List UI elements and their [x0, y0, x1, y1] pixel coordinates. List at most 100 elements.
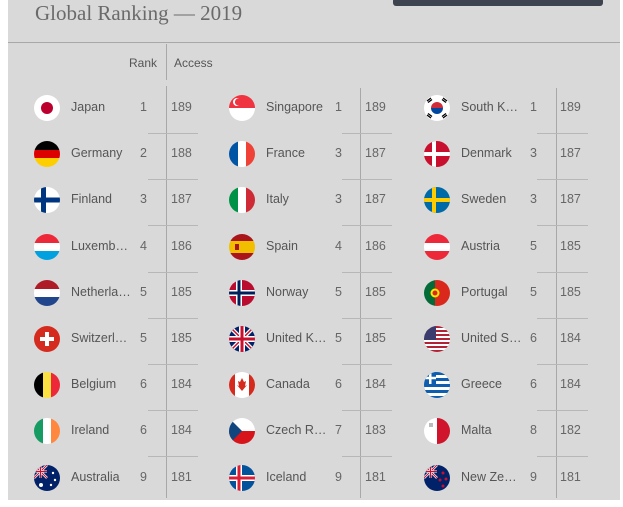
country-name: Australia: [71, 469, 120, 484]
access-value: 186: [365, 238, 386, 253]
rank-value: 5: [140, 331, 147, 345]
row-divider: [537, 410, 588, 412]
country-row[interactable]: Iceland 9 181: [229, 456, 395, 502]
ireland-flag-icon: [34, 418, 60, 445]
header-divider: [166, 44, 167, 80]
rank-value: 1: [530, 100, 537, 114]
new-zealand-flag-icon: [424, 464, 450, 491]
access-value: 184: [560, 377, 581, 392]
country-name: Germany: [71, 146, 123, 161]
access-value: 187: [560, 146, 581, 161]
country-row[interactable]: Finland 3 187: [34, 178, 201, 224]
country-row[interactable]: Luxemb… 4 186: [34, 225, 201, 271]
access-value: 185: [171, 284, 192, 299]
country-row[interactable]: Austria 5 185: [424, 225, 590, 271]
column-divider: [166, 86, 167, 498]
column-divider: [360, 88, 361, 498]
access-value: 181: [171, 469, 192, 484]
top-action-button[interactable]: [393, 0, 603, 6]
row-divider: [537, 179, 588, 181]
country-row[interactable]: Greece 6 184: [424, 363, 590, 409]
row-divider: [342, 410, 392, 412]
row-divider: [342, 317, 392, 319]
japan-flag-icon: [34, 95, 60, 121]
country-name: Switzerl…: [71, 331, 128, 345]
rank-value: 5: [140, 284, 147, 299]
germany-flag-icon: [34, 141, 60, 168]
country-row[interactable]: Singapore 1 189: [229, 86, 395, 132]
country-name: Iceland: [266, 469, 307, 484]
access-column-header: Access: [174, 56, 213, 70]
access-value: 185: [560, 284, 581, 299]
netherlands-flag-icon: [34, 279, 60, 306]
austria-flag-icon: [424, 233, 450, 260]
country-row[interactable]: Portugal 5 185: [424, 271, 590, 317]
country-name: Denmark: [461, 146, 512, 161]
country-row[interactable]: Canada 6 184: [229, 363, 395, 409]
rank-value: 7: [335, 423, 342, 438]
country-row[interactable]: Malta 8 182: [424, 409, 590, 455]
row-divider: [342, 456, 392, 458]
country-row[interactable]: South K… 1 189: [424, 86, 590, 132]
rank-value: 6: [335, 377, 342, 392]
rank-value: 3: [140, 192, 147, 207]
country-row[interactable]: New Ze… 9 181: [424, 456, 590, 502]
country-name: Ireland: [71, 423, 110, 438]
country-row[interactable]: Denmark 3 187: [424, 132, 590, 178]
country-name: Japan: [71, 100, 106, 114]
rank-column-header: Rank: [129, 56, 158, 70]
access-value: 188: [171, 146, 192, 161]
country-row[interactable]: United S… 6 184: [424, 317, 590, 363]
country-name: South K…: [461, 100, 518, 114]
greece-flag-icon: [424, 372, 450, 399]
country-row[interactable]: United K… 5 185: [229, 317, 395, 363]
country-row[interactable]: Ireland 6 184: [34, 409, 201, 455]
row-divider: [148, 133, 198, 134]
rank-value: 9: [140, 469, 147, 484]
title-divider: [8, 42, 620, 43]
access-value: 187: [365, 146, 386, 161]
access-value: 183: [365, 423, 386, 438]
country-row[interactable]: Sweden 3 187: [424, 178, 590, 224]
row-divider: [148, 410, 198, 412]
singapore-flag-icon: [229, 95, 255, 121]
country-row[interactable]: Japan 1 189: [34, 86, 201, 132]
canada-flag-icon: [229, 372, 255, 399]
rank-value: 5: [530, 284, 537, 299]
country-name: Greece: [461, 377, 502, 392]
country-name: Belgium: [71, 377, 117, 392]
ranking-panel: Global Ranking — 2019 Rank Access Japan 1…: [8, 0, 620, 500]
country-row[interactable]: Switzerl… 5 185: [34, 317, 201, 363]
country-name: Italy: [266, 192, 289, 207]
country-row[interactable]: Italy 3 187: [229, 178, 395, 224]
rank-value: 3: [335, 192, 342, 207]
access-value: 184: [560, 331, 581, 345]
country-row[interactable]: Czech R… 7 183: [229, 409, 395, 455]
country-name: Norway: [266, 284, 309, 299]
row-divider: [148, 317, 198, 319]
country-row[interactable]: Germany 2 188: [34, 132, 201, 178]
rank-value: 3: [530, 146, 537, 161]
country-name: France: [266, 146, 305, 161]
switzerland-flag-icon: [34, 326, 60, 352]
rank-value: 4: [140, 238, 147, 253]
luxembourg-flag-icon: [34, 233, 60, 260]
country-row[interactable]: Belgium 6 184: [34, 363, 201, 409]
country-row[interactable]: Netherla… 5 185: [34, 271, 201, 317]
country-row[interactable]: Spain 4 186: [229, 225, 395, 271]
country-name: Portugal: [461, 284, 508, 299]
access-value: 185: [560, 238, 581, 253]
rank-value: 6: [530, 331, 537, 345]
row-divider: [342, 225, 392, 227]
finland-flag-icon: [34, 187, 60, 214]
row-divider: [148, 456, 198, 458]
row-divider: [342, 179, 392, 181]
row-divider: [148, 271, 198, 273]
country-row[interactable]: France 3 187: [229, 132, 395, 178]
country-name: Luxemb…: [71, 238, 128, 253]
iceland-flag-icon: [229, 464, 255, 491]
country-row[interactable]: Australia 9 181: [34, 456, 201, 502]
access-value: 181: [560, 469, 581, 484]
rank-value: 6: [140, 423, 147, 438]
country-row[interactable]: Norway 5 185: [229, 271, 395, 317]
